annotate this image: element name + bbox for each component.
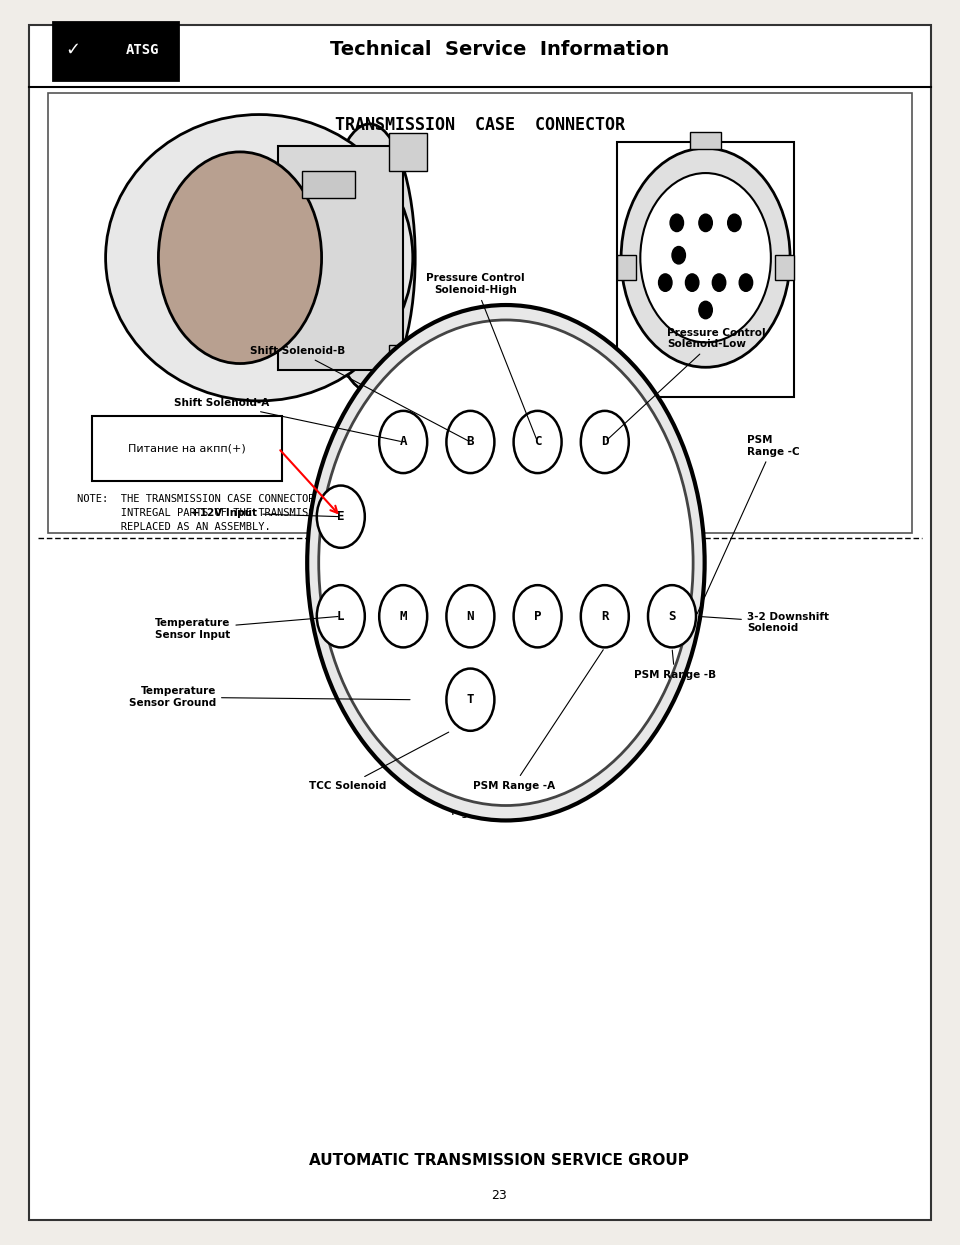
Text: T: T: [467, 693, 474, 706]
Text: AUTOMATIC TRANSMISSION SERVICE GROUP: AUTOMATIC TRANSMISSION SERVICE GROUP: [309, 1153, 689, 1168]
Circle shape: [659, 274, 672, 291]
Circle shape: [621, 148, 790, 367]
Circle shape: [712, 274, 726, 291]
FancyBboxPatch shape: [690, 132, 721, 149]
Circle shape: [640, 173, 771, 342]
Text: E: E: [337, 510, 345, 523]
Circle shape: [739, 274, 753, 291]
Text: M: M: [399, 610, 407, 622]
Text: Питание на акпп(+): Питание на акпп(+): [129, 443, 246, 453]
Circle shape: [514, 585, 562, 647]
Text: Pressure Control
Solenoid-High: Pressure Control Solenoid-High: [426, 274, 537, 439]
Circle shape: [581, 585, 629, 647]
Text: 23: 23: [492, 1189, 507, 1201]
Circle shape: [317, 585, 365, 647]
Text: S: S: [668, 610, 676, 622]
Text: D: D: [601, 436, 609, 448]
Circle shape: [446, 669, 494, 731]
Text: PSM Range -B: PSM Range -B: [634, 650, 716, 680]
FancyBboxPatch shape: [775, 255, 794, 280]
Text: P: P: [534, 610, 541, 622]
Circle shape: [514, 411, 562, 473]
Text: N: N: [467, 610, 474, 622]
Text: TRANSMISSION  CASE  CONNECTOR: TRANSMISSION CASE CONNECTOR: [335, 116, 625, 133]
FancyBboxPatch shape: [92, 416, 282, 481]
Text: +12V Input: +12V Input: [191, 508, 338, 518]
Circle shape: [307, 305, 705, 820]
Circle shape: [699, 214, 712, 232]
FancyBboxPatch shape: [617, 255, 636, 280]
Circle shape: [699, 301, 712, 319]
FancyBboxPatch shape: [48, 93, 912, 533]
FancyBboxPatch shape: [302, 171, 355, 198]
Circle shape: [728, 214, 741, 232]
Circle shape: [581, 411, 629, 473]
Text: Shift Solenoid-A: Shift Solenoid-A: [174, 398, 400, 442]
FancyBboxPatch shape: [278, 146, 403, 370]
Text: Pressure Control
Solenoid-Low: Pressure Control Solenoid-Low: [607, 327, 766, 439]
FancyBboxPatch shape: [29, 25, 931, 1220]
Ellipse shape: [106, 115, 413, 401]
Circle shape: [648, 585, 696, 647]
Text: PSM Range -A: PSM Range -A: [472, 650, 603, 791]
Text: Figure 21: Figure 21: [451, 806, 509, 818]
Text: PSM
Range -C: PSM Range -C: [697, 435, 800, 614]
Text: 3-2 Downshift
Solenoid: 3-2 Downshift Solenoid: [699, 611, 828, 634]
Text: Temperature
Sensor Ground: Temperature Sensor Ground: [129, 686, 410, 708]
FancyBboxPatch shape: [389, 133, 427, 171]
Text: Shift Solenoid-B: Shift Solenoid-B: [251, 346, 468, 441]
Text: NOTE:  THE TRANSMISSION CASE CONNECTOR AND THE LOCK-UP SOLENOID ARE
       INTRE: NOTE: THE TRANSMISSION CASE CONNECTOR AN…: [77, 494, 502, 533]
Text: VIEW LOOKING INTO
TRANSMISSION CASE CONNECTOR: VIEW LOOKING INTO TRANSMISSION CASE CONN…: [379, 560, 581, 593]
Text: L: L: [337, 610, 345, 622]
Text: ✓: ✓: [65, 41, 81, 59]
Text: C: C: [534, 436, 541, 448]
Circle shape: [319, 320, 693, 806]
FancyBboxPatch shape: [53, 22, 178, 80]
Circle shape: [317, 486, 365, 548]
Circle shape: [446, 585, 494, 647]
Circle shape: [379, 411, 427, 473]
Text: R: R: [601, 610, 609, 622]
Text: A: A: [399, 436, 407, 448]
Text: Technical  Service  Information: Technical Service Information: [329, 40, 669, 60]
Circle shape: [685, 274, 699, 291]
Circle shape: [670, 214, 684, 232]
Circle shape: [672, 247, 685, 264]
Ellipse shape: [158, 152, 322, 364]
Text: Temperature
Sensor Input: Temperature Sensor Input: [155, 616, 338, 640]
Text: B: B: [467, 436, 474, 448]
Text: ATSG: ATSG: [126, 42, 158, 57]
Ellipse shape: [324, 123, 416, 391]
FancyBboxPatch shape: [389, 345, 427, 382]
Circle shape: [446, 411, 494, 473]
Text: TCC Solenoid: TCC Solenoid: [309, 732, 448, 791]
FancyBboxPatch shape: [617, 142, 794, 397]
Circle shape: [379, 585, 427, 647]
